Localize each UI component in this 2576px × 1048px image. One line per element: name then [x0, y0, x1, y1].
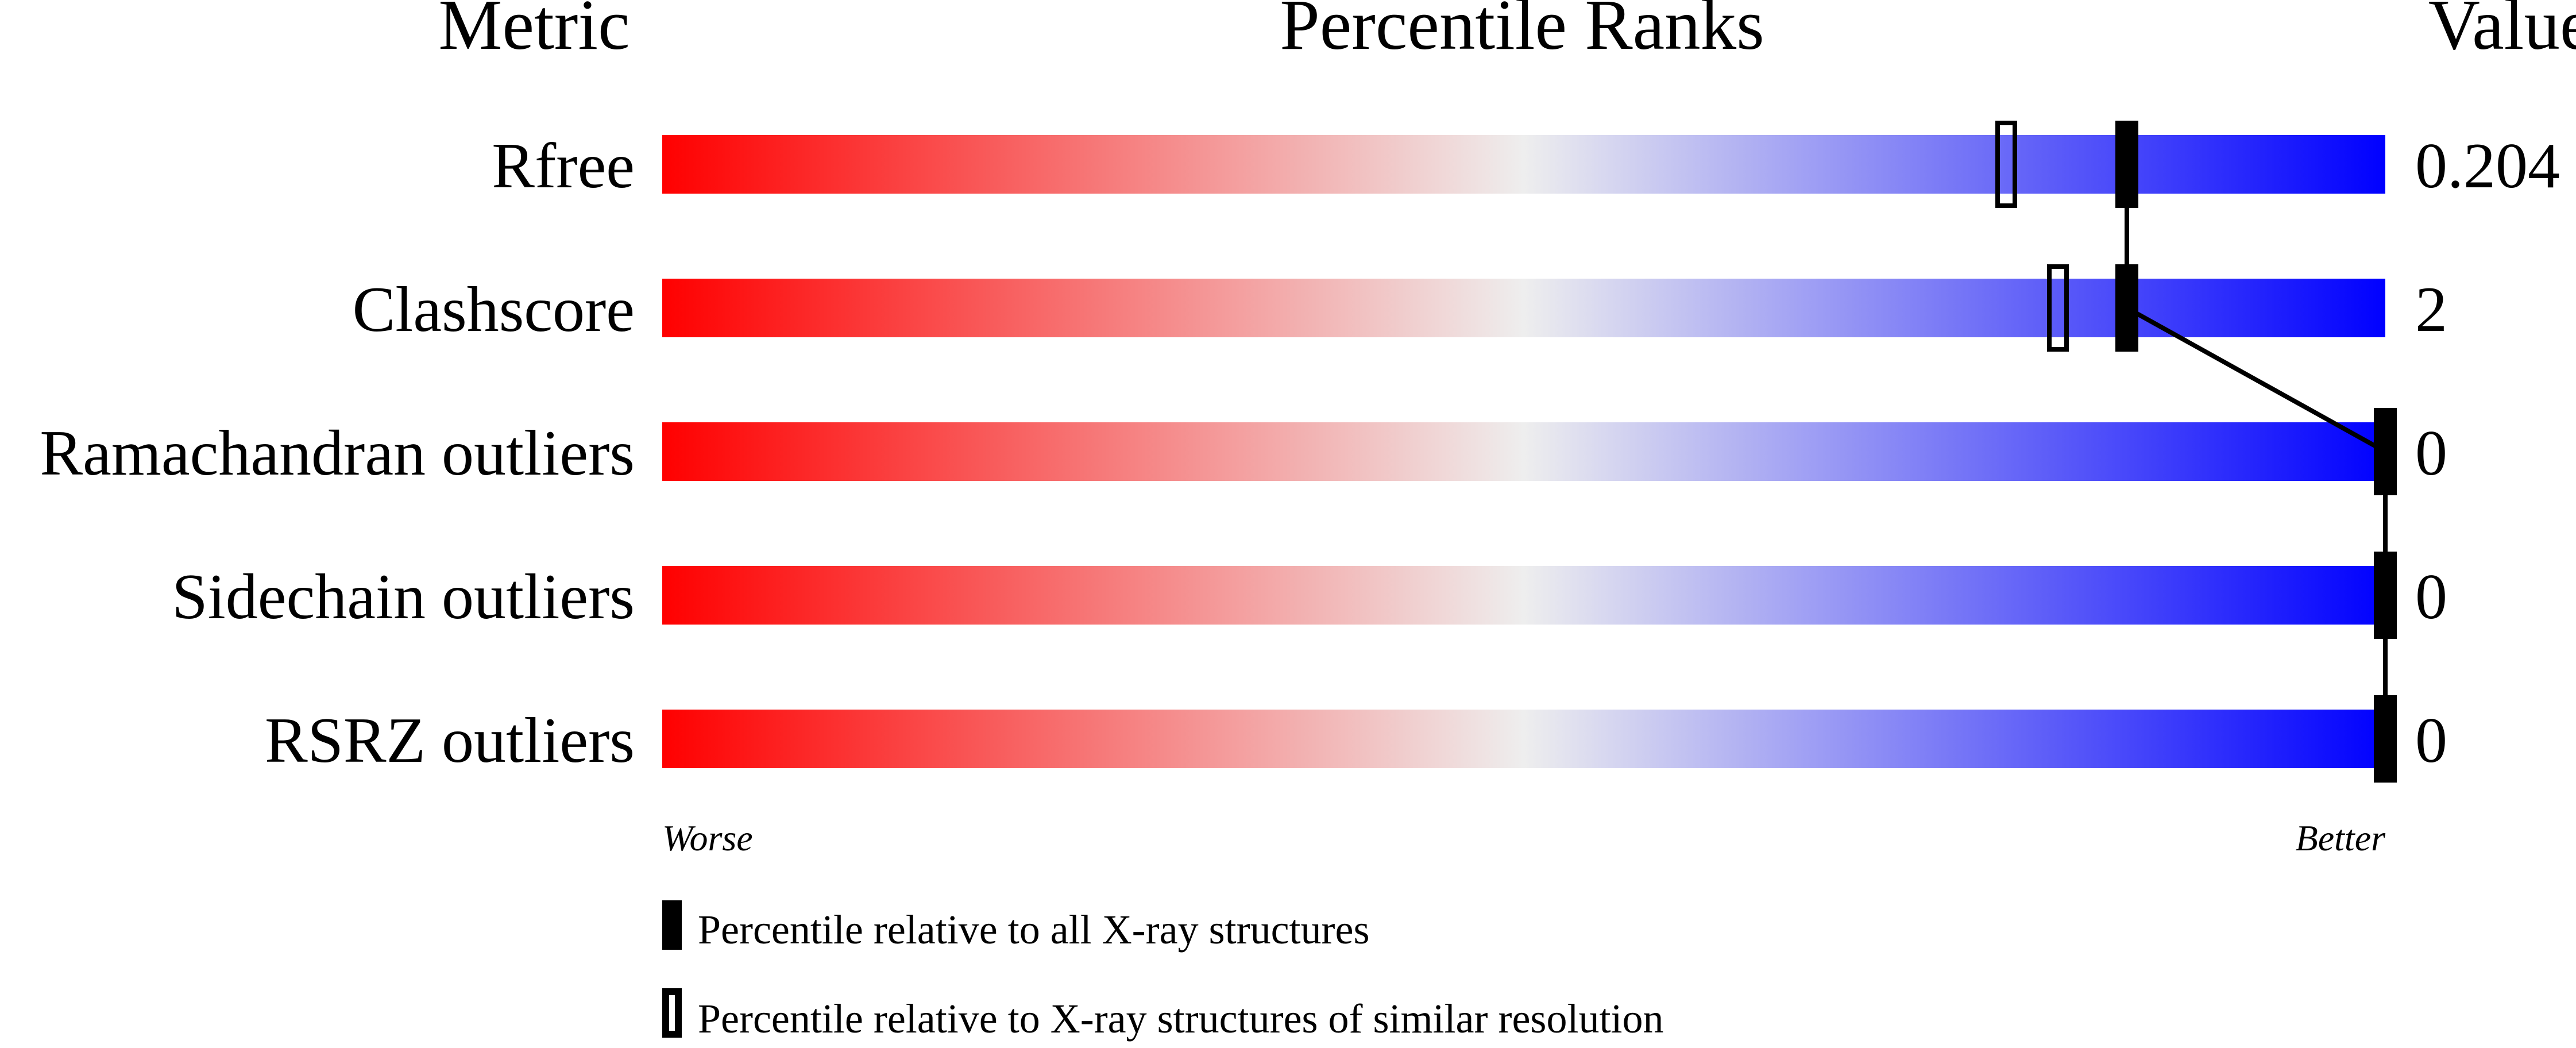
percentile-ranks-header: Percentile Ranks: [1280, 0, 1764, 65]
all-structures-percentile-marker: [2374, 695, 2397, 783]
all-structures-percentile-marker: [2374, 408, 2397, 495]
percentile-bar: [662, 710, 2385, 768]
legend-filled-label: Percentile relative to all X-ray structu…: [698, 907, 1370, 953]
legend-open-label: Percentile relative to X-ray structures …: [698, 996, 1663, 1042]
metric-row: Sidechain outliers 0: [172, 561, 2447, 633]
legend-open-marker: [662, 988, 682, 1038]
all-structures-percentile-marker: [2115, 264, 2138, 352]
metric-label: Ramachandran outliers: [40, 418, 635, 489]
metric-value: 2: [2415, 274, 2447, 345]
metric-value: 0.204: [2415, 130, 2560, 202]
all-structures-percentile-marker: [2374, 552, 2397, 639]
metric-value: 0: [2415, 418, 2447, 489]
metric-row: Ramachandran outliers 0: [40, 418, 2447, 489]
better-label: Better: [2296, 818, 2386, 858]
metric-row: Rfree 0.204: [492, 130, 2560, 202]
metric-row: Clashscore 2: [353, 274, 2447, 345]
percentile-bar: [662, 279, 2385, 337]
metric-value: 0: [2415, 705, 2447, 776]
metric-header: Metric: [438, 0, 629, 65]
worse-label: Worse: [662, 818, 753, 858]
legend-filled-marker: [662, 900, 682, 950]
metric-value: 0: [2415, 561, 2447, 633]
metric-label: Sidechain outliers: [172, 561, 635, 633]
metric-label: Clashscore: [353, 274, 635, 345]
all-structures-percentile-marker: [2115, 121, 2138, 208]
metric-label: RSRZ outliers: [265, 705, 635, 776]
value-header: Value: [2428, 0, 2576, 65]
percentile-bar: [662, 566, 2385, 625]
metric-label: Rfree: [492, 130, 635, 202]
similar-resolution-percentile-marker: [1995, 121, 2017, 208]
similar-resolution-percentile-marker: [2047, 264, 2069, 352]
metric-row: RSRZ outliers 0: [265, 705, 2447, 776]
percentile-bar: [662, 422, 2385, 481]
percentile-bar: [662, 135, 2385, 194]
legend: Percentile relative to all X-ray structu…: [662, 900, 1663, 1042]
